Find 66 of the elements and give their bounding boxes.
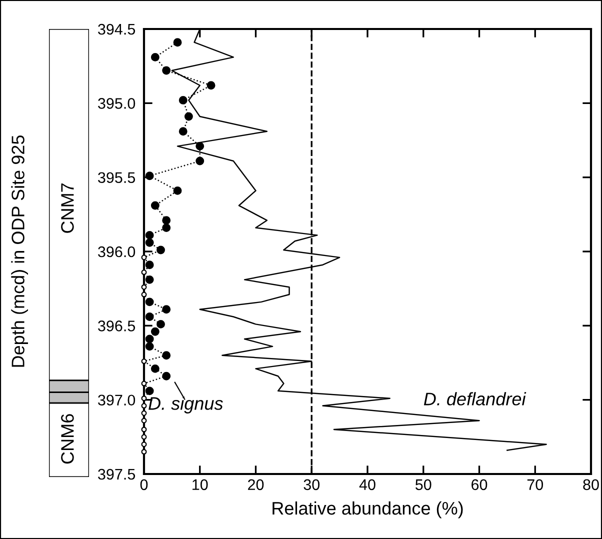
x-tick-label: 70	[527, 479, 544, 490]
point	[141, 426, 147, 432]
point	[145, 230, 154, 240]
point	[145, 334, 154, 344]
x-tick-label: 30	[304, 479, 320, 490]
point	[150, 52, 160, 62]
point	[150, 327, 160, 336]
point	[141, 380, 147, 386]
point	[150, 201, 160, 210]
point	[145, 275, 154, 284]
point	[141, 418, 147, 424]
point	[162, 224, 171, 232]
point	[141, 358, 147, 364]
point	[178, 127, 188, 136]
x-tick-label: 40	[359, 479, 376, 490]
point	[141, 284, 147, 290]
point	[145, 260, 154, 270]
x-tick-label: 0	[140, 479, 148, 490]
y-tick-label: 395.5	[98, 172, 136, 184]
point	[145, 342, 154, 351]
y-tick-label: 396.5	[98, 320, 136, 332]
point	[162, 305, 171, 314]
point	[178, 96, 188, 104]
point	[162, 66, 171, 75]
point	[141, 434, 147, 440]
point	[141, 410, 147, 416]
point	[141, 403, 147, 409]
point	[141, 396, 147, 402]
point	[196, 142, 204, 150]
point	[141, 449, 147, 454]
point	[173, 186, 182, 195]
point	[145, 386, 154, 396]
point	[141, 442, 147, 448]
x-tick-label: 50	[415, 479, 432, 490]
point	[150, 364, 160, 373]
annotation: D. signus	[148, 396, 223, 414]
y-tick-label: 397.5	[98, 468, 136, 480]
point	[145, 238, 154, 247]
point	[162, 372, 171, 380]
point	[156, 320, 165, 328]
point	[173, 38, 182, 47]
point	[156, 246, 165, 254]
y-tick-label: 397.0	[98, 394, 136, 406]
y-tick-label: 395.0	[98, 98, 136, 109]
x-tick-label: 80	[583, 479, 599, 490]
point	[141, 254, 147, 260]
y-tick-label: 394.5	[98, 24, 136, 35]
text: CNM7	[61, 184, 74, 233]
point	[141, 270, 147, 276]
x-axis-title: Relative abundance (%)	[272, 501, 463, 518]
x-tick-label: 20	[248, 479, 264, 490]
y-axis-title: Depth (mcd) in ODP Site 925	[11, 136, 28, 367]
point	[206, 81, 216, 90]
point	[145, 172, 154, 180]
point	[145, 298, 154, 306]
annotation: D. deflandrei	[424, 392, 526, 406]
point	[141, 292, 147, 298]
point	[145, 312, 154, 321]
point	[162, 351, 171, 360]
text: CNM6	[61, 414, 74, 464]
point	[196, 156, 204, 166]
y-tick-label: 396.0	[98, 246, 136, 258]
point	[184, 112, 193, 121]
x-tick-label: 60	[472, 479, 488, 490]
x-tick-label: 10	[192, 479, 208, 490]
point	[162, 216, 171, 225]
